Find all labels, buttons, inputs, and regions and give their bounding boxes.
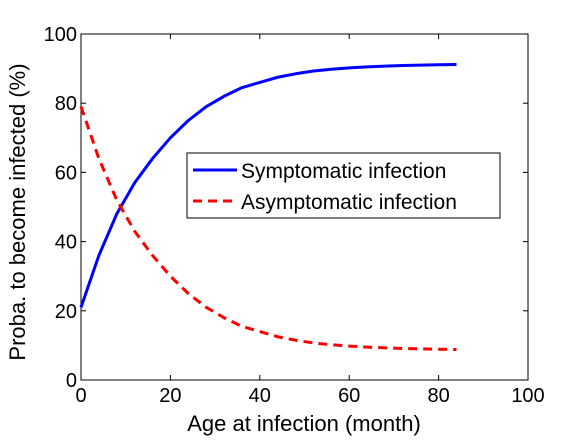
- x-tick-label: 60: [338, 385, 360, 407]
- x-tick-label: 40: [249, 385, 271, 407]
- series-lines: [79, 62, 457, 352]
- y-tick-label: 20: [55, 301, 77, 323]
- series-line-asymptomatic: [79, 106, 457, 352]
- y-tick-label: 60: [55, 162, 77, 184]
- y-tick-label: 80: [55, 93, 77, 115]
- y-axis-label: Proba. to become infected (%): [5, 63, 30, 360]
- x-axis-label: Age at infection (month): [187, 411, 421, 436]
- y-tick-label: 100: [44, 24, 77, 46]
- x-tick-label: 100: [511, 385, 544, 407]
- x-tick-label: 80: [427, 385, 449, 407]
- legend-box: [186, 152, 501, 219]
- axis-ticks: 0 20 40 60 80 100 0 20 40 60 80 100: [44, 24, 545, 407]
- y-tick-label: 0: [66, 370, 77, 392]
- series-line-symptomatic: [79, 62, 457, 308]
- y-tick-label: 40: [55, 232, 77, 254]
- x-tick-label: 20: [159, 385, 181, 407]
- legend: Symptomatic infection Asymptomatic infect…: [186, 152, 501, 219]
- legend-label-asymptomatic: Asymptomatic infection: [241, 191, 457, 214]
- x-tick-label: 0: [75, 385, 86, 407]
- legend-label-symptomatic: Symptomatic infection: [241, 160, 446, 183]
